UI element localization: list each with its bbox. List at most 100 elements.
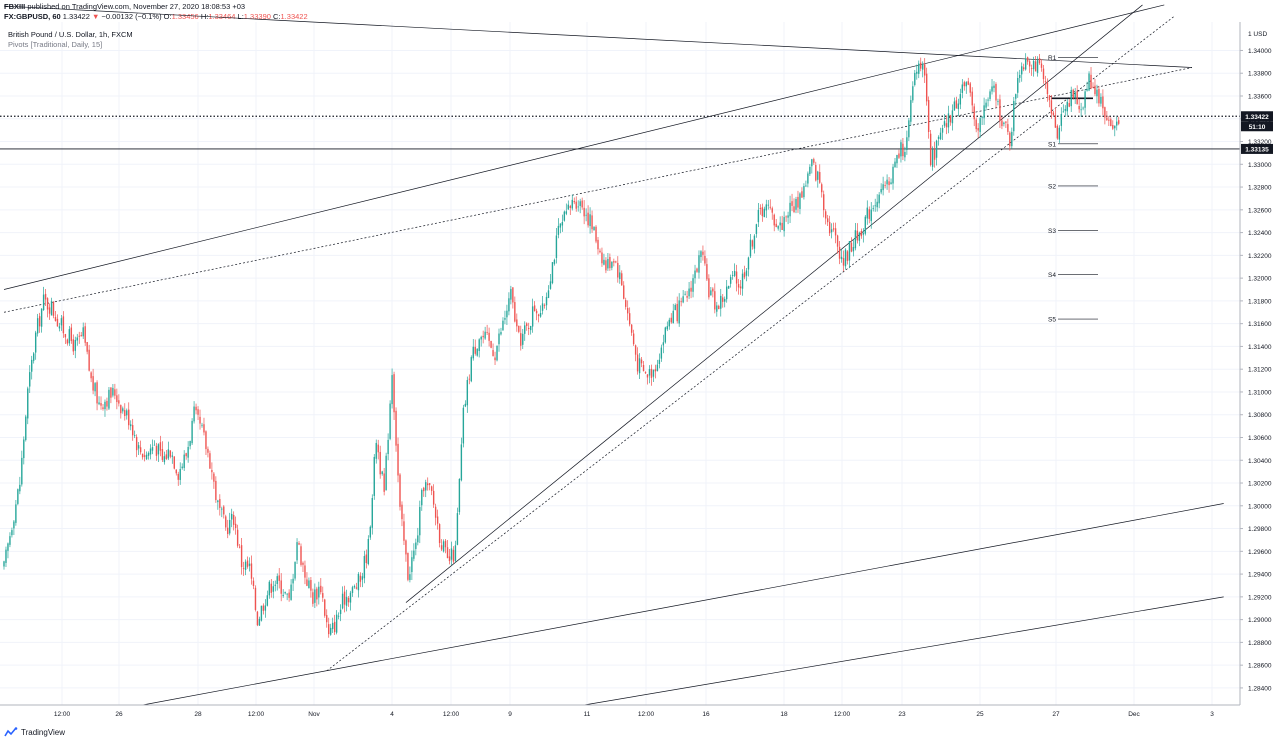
candle-body — [1062, 111, 1064, 113]
candle-body — [1003, 122, 1005, 124]
candle-body — [876, 201, 878, 208]
candle-body — [807, 173, 809, 184]
candle-body — [64, 334, 67, 338]
candle-body — [244, 561, 247, 570]
candle-body — [23, 439, 25, 459]
candle-body — [817, 171, 819, 180]
candle-body — [268, 581, 271, 596]
candle-body — [779, 222, 781, 226]
symbol-name[interactable]: FX:GBPUSD, 60 — [4, 12, 61, 21]
chart-title: British Pound / U.S. Dollar, 1h, FXCM — [8, 30, 133, 39]
candle-body — [100, 403, 102, 406]
candle-body — [139, 447, 142, 453]
candle-body — [621, 273, 623, 286]
price-change: −0.00132 (−0.1%) — [101, 12, 162, 21]
candle-body — [223, 506, 225, 515]
candle-body — [217, 500, 219, 503]
candle-body — [573, 201, 575, 203]
time-axis[interactable]: 12:00 26 28 12:00 Nov 4 12:00 9 11 12:00 16 18 12:00… — [54, 711, 1214, 718]
candle-body — [213, 473, 215, 482]
candle-body — [658, 359, 661, 364]
candle-body — [381, 471, 383, 475]
candle-body — [1040, 63, 1043, 68]
candle-body — [391, 375, 393, 405]
candle-body — [1114, 125, 1116, 129]
candle-body — [929, 133, 932, 165]
candle-body — [169, 450, 172, 457]
x-tick-label: 12:00 — [443, 711, 460, 718]
candle-body — [989, 91, 991, 99]
candle-body — [607, 258, 609, 269]
candle-body — [609, 256, 611, 269]
candle-body — [628, 313, 631, 325]
trendlines[interactable] — [0, 4, 1240, 706]
candle-body — [638, 358, 641, 374]
candle-body — [118, 400, 120, 404]
candle-body — [927, 100, 930, 132]
candle-body — [333, 621, 336, 633]
candle-body — [490, 341, 492, 348]
candle-body — [700, 251, 702, 258]
candle-body — [973, 106, 975, 120]
brand-name[interactable]: TradingView — [21, 727, 66, 737]
candle-body — [1060, 113, 1063, 126]
candle-body — [456, 513, 459, 545]
candle-body — [1084, 91, 1086, 108]
candle-body — [922, 63, 924, 70]
candle-body — [492, 350, 494, 356]
candle-body — [1052, 112, 1055, 116]
candle-body — [872, 208, 874, 209]
price-axis[interactable]: 1.340001.338001.336001.334001.332001.330… — [1240, 48, 1272, 692]
candle-body — [722, 297, 724, 302]
candle-body — [724, 298, 726, 302]
candle-body — [474, 346, 476, 354]
candle-body — [161, 449, 164, 460]
candle-body — [90, 372, 92, 379]
candle-body — [165, 454, 168, 460]
candle-body — [553, 259, 556, 264]
open-label: O: — [163, 12, 172, 21]
candle-body — [858, 232, 861, 241]
price-tag-bg — [1241, 111, 1273, 122]
candle-body — [260, 605, 263, 621]
candle-body — [331, 622, 334, 630]
candle-body — [25, 416, 27, 441]
candle-body — [292, 578, 294, 584]
candle-body — [625, 300, 627, 307]
candle-body — [163, 456, 166, 463]
y-tick-label: 1.30400 — [1248, 458, 1272, 465]
candle-body — [828, 221, 831, 234]
candle-body — [529, 325, 532, 331]
candle-body — [882, 184, 884, 191]
candle-body — [421, 489, 423, 506]
candle-body — [860, 231, 863, 237]
candle-body — [1108, 119, 1110, 121]
indicator-legend[interactable]: Pivots [Traditional, Daily, 15] — [8, 40, 102, 49]
candle-body — [1068, 103, 1070, 107]
candle-body — [902, 143, 904, 157]
candle-body — [298, 543, 300, 545]
candle-body — [545, 296, 548, 306]
candle-body — [318, 586, 320, 598]
candle-body — [668, 319, 670, 327]
candle-body — [603, 259, 605, 265]
candle-body — [805, 185, 807, 187]
trendline — [3, 5, 1193, 68]
candle-body — [124, 410, 126, 417]
trendline — [142, 503, 1224, 706]
candle-body — [977, 127, 979, 131]
candle-body — [795, 199, 797, 210]
candle-body — [943, 121, 946, 126]
candle-body — [533, 305, 536, 311]
candle-body — [1080, 109, 1082, 111]
candle-body — [836, 235, 839, 247]
candle-body — [672, 310, 674, 324]
candle-body — [662, 342, 665, 346]
candle-body — [199, 416, 201, 424]
candle-body — [46, 298, 49, 310]
candle-body — [688, 288, 690, 297]
candle-body — [1110, 119, 1112, 127]
candle-body — [1088, 73, 1090, 91]
candle-body — [1009, 132, 1011, 147]
